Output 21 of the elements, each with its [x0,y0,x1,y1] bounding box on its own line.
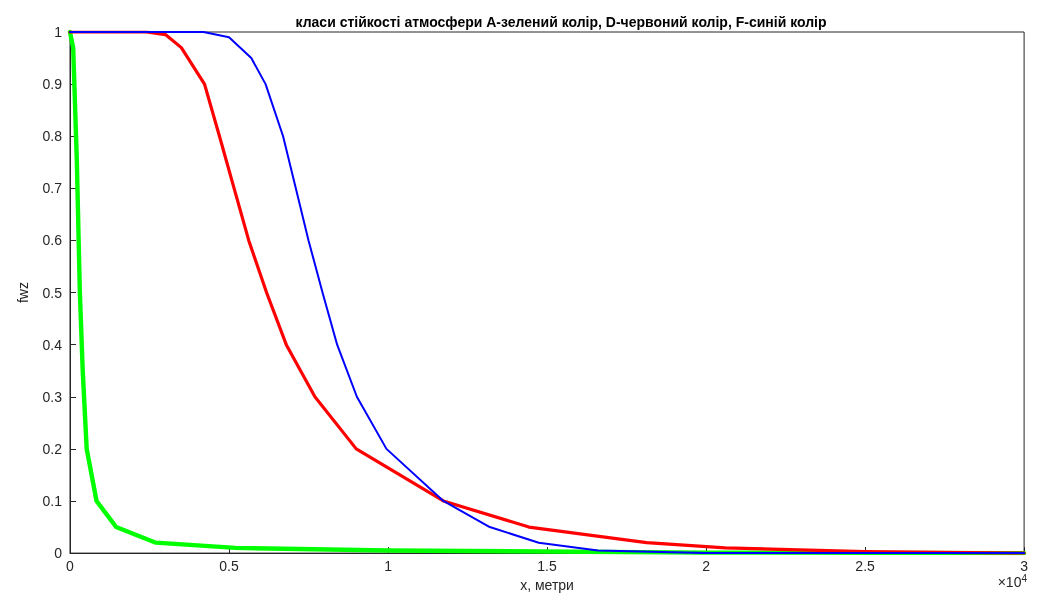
x-tick-label: 0 [66,558,75,575]
x-tick-label: 2.5 [855,558,876,575]
y-tick-label: 0.9 [42,76,63,93]
y-tick-label: 0 [54,545,63,562]
y-tick-label: 0.4 [42,336,63,353]
x-tick-label: 2 [702,558,711,575]
y-tick-label: 0.8 [42,128,63,145]
y-tick-label: 0.1 [42,492,63,509]
y-tick-label: 0.7 [42,180,63,197]
y-tick-label: 1 [54,24,63,40]
chart-title: класи стійкості атмосфери A-зелений колір, D-червоний колір, F-синій колір [295,14,827,30]
y-tick-label: 0.5 [42,284,63,301]
x-tick-label: 1 [384,558,393,575]
y-tick-label: 0.3 [42,388,63,405]
x-tick-label: 0.5 [219,558,239,575]
y-axis-title: fwz [15,282,31,304]
y-tick-label: 0.6 [42,232,63,249]
y-tick-label: 0.2 [42,440,63,457]
x-tick-label: 3 [1020,558,1029,575]
x-axis-title: x, метри [520,577,574,593]
x-tick-label: 1.5 [537,558,557,575]
